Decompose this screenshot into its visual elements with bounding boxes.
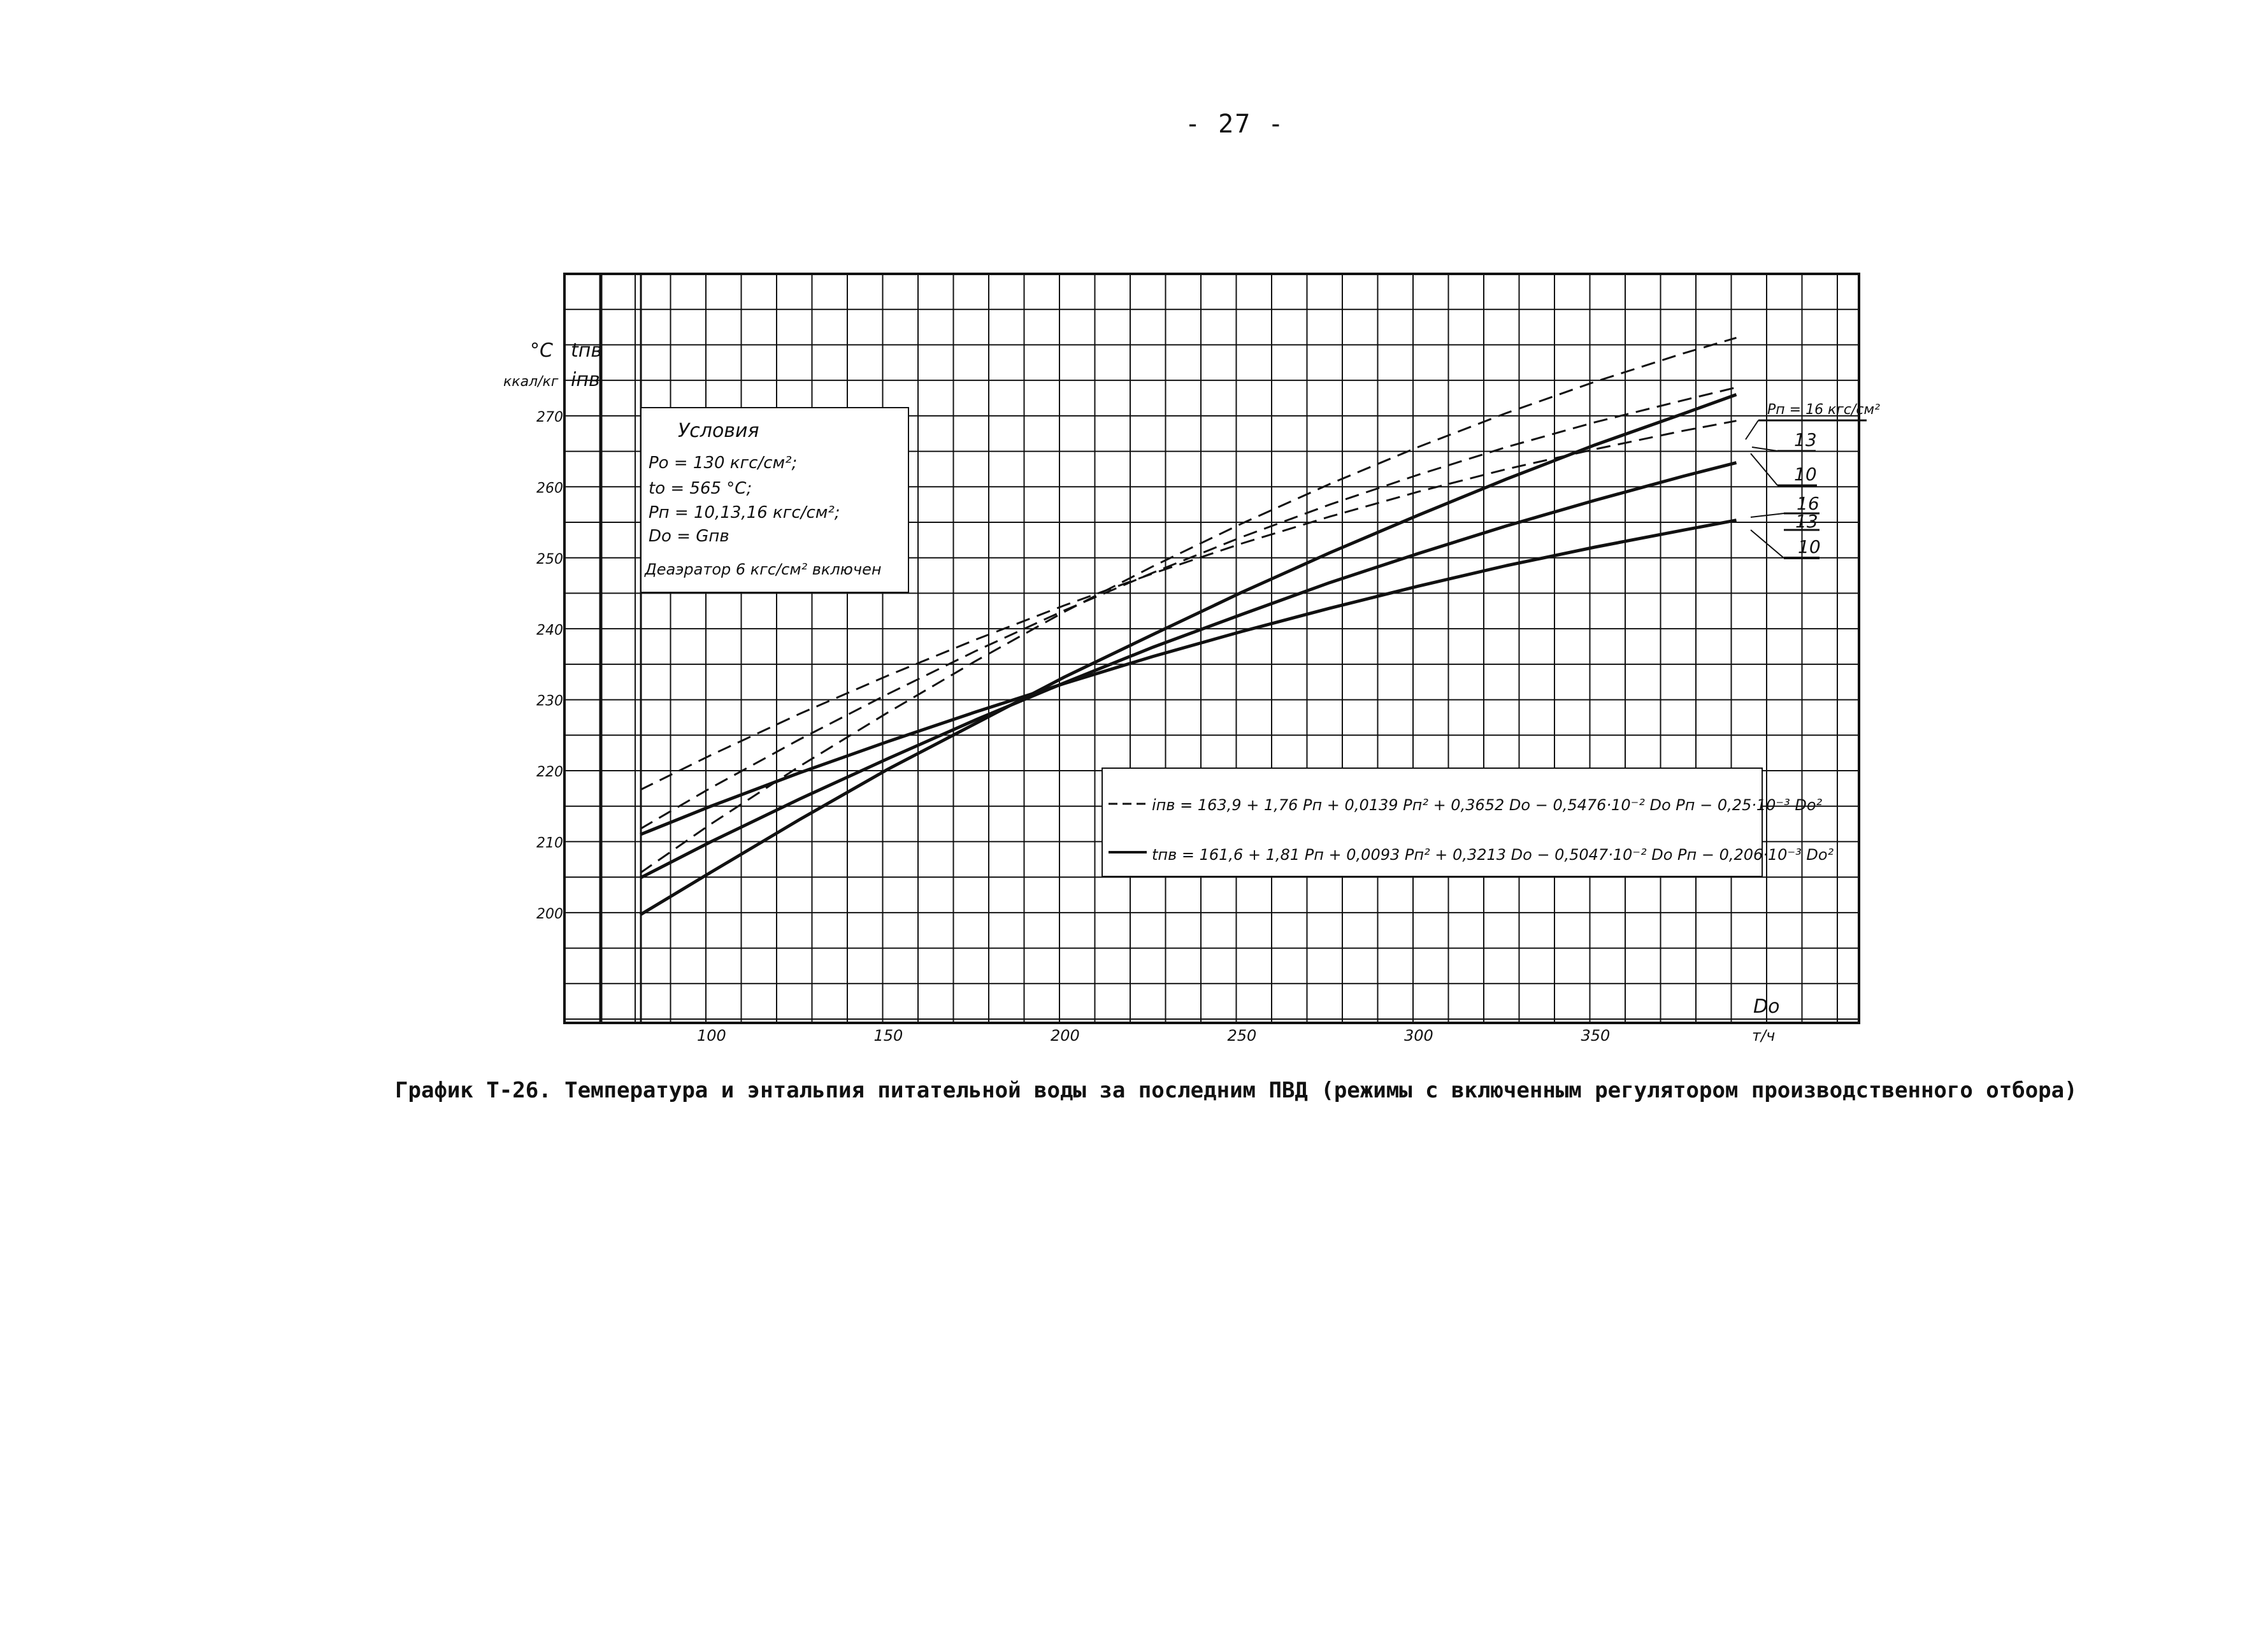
- page-number: - 27 -: [1185, 110, 1285, 139]
- y-unit-kcal: ккал/кг: [503, 374, 559, 390]
- x-tick-label: 150: [874, 1027, 903, 1045]
- series-group: [639, 336, 1737, 917]
- series-line-3: [640, 518, 1737, 836]
- dashed-label-13: 13: [1794, 429, 1817, 450]
- series-line-4: [639, 461, 1737, 880]
- series-line-1: [640, 386, 1737, 830]
- y-tick-label: 270: [536, 410, 563, 425]
- x-tick-label: 350: [1581, 1027, 1611, 1045]
- series-line-5: [639, 393, 1737, 917]
- dashed-label-10: 10: [1794, 464, 1817, 485]
- y-tick-label: 240: [536, 622, 563, 638]
- x-tick-label: 300: [1404, 1027, 1433, 1045]
- y-tick-label: 250: [536, 552, 563, 568]
- y-unit-celsius: °C: [530, 339, 553, 362]
- solid-label-13: 13: [1795, 511, 1818, 532]
- feedwater-chart: 200 210 220 230 240 250 260 270 100 150 200 250 300 3…: [503, 273, 1880, 1045]
- solid-label-10: 10: [1798, 536, 1821, 557]
- solid-label-16: 16: [1797, 493, 1819, 514]
- y-var-enthalpy: iпв: [571, 369, 600, 391]
- x-tick-label: 250: [1228, 1027, 1257, 1045]
- axis-ticks: 200 210 220 230 240 250 260 270 100 150 200 250 300 3…: [536, 410, 1610, 1045]
- series-line-2: [640, 336, 1737, 874]
- condition-line: Деаэратор 6 кгс/см² включен: [644, 561, 882, 578]
- condition-line: tо = 565 °С;: [649, 479, 752, 498]
- enthalpy-formula: iпв = 163,9 + 1,76 Pп + 0,0139 Pп² + 0,3…: [1152, 796, 1823, 814]
- condition-line: Dо = Gпв: [649, 527, 729, 546]
- formula-box: iпв = 163,9 + 1,76 Pп + 0,0139 Pп² + 0,3…: [1102, 768, 1834, 877]
- temperature-formula: tпв = 161,6 + 1,81 Pп + 0,0093 Pп² + 0,3…: [1152, 846, 1834, 864]
- y-tick-label: 220: [536, 764, 563, 780]
- x-var-label: Dо: [1753, 996, 1779, 1018]
- pressure-header-label: Pп = 16 кгс/см²: [1767, 402, 1880, 418]
- series-line-0: [640, 420, 1737, 791]
- y-tick-label: 210: [536, 836, 563, 852]
- x-tick-label: 200: [1051, 1027, 1080, 1045]
- x-unit-label: т/ч: [1752, 1027, 1775, 1045]
- curve-labels: Pп = 16 кгс/см² 13 10 16 13 10: [1745, 402, 1880, 559]
- chart-caption: График Т-26. Температура и энтальпия пит…: [395, 1078, 2078, 1103]
- condition-line: Pо = 130 кгс/см²;: [649, 453, 797, 473]
- y-var-temperature: tпв: [571, 339, 602, 362]
- grid: [564, 273, 1859, 1023]
- conditions-title: Условия: [678, 420, 759, 442]
- conditions-box: Условия Pо = 130 кгс/см²; tо = 565 °С; P…: [640, 407, 909, 593]
- x-tick-label: 100: [697, 1027, 726, 1045]
- y-tick-label: 200: [536, 906, 563, 922]
- plot-frame: [563, 273, 1860, 1024]
- condition-line: Pп = 10,13,16 кгс/см²;: [649, 503, 840, 522]
- y-tick-label: 260: [536, 480, 563, 496]
- y-tick-label: 230: [536, 694, 563, 710]
